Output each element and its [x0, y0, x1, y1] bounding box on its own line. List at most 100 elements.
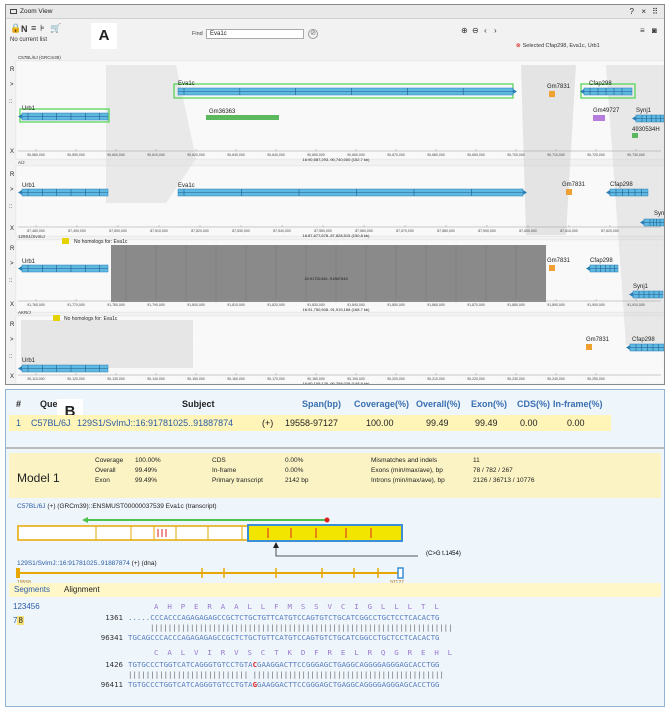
- dna-label: 129S1/SvImJ::16:91781025..91887874 (+) (…: [17, 560, 157, 567]
- gene-label-eva1c: Eva1c: [178, 81, 195, 87]
- axis-tick-label: 91,790,000: [147, 303, 165, 307]
- strain-label-3: AKR/J: [18, 310, 31, 315]
- gene-label-4930534h: 4930534H: [632, 127, 660, 133]
- mutation-pointer: [273, 542, 279, 548]
- axis-range-label: 16:90,587,293..90,740,000 (152.7 kb): [303, 157, 371, 162]
- axis-tick-label: 90,120,000: [67, 377, 85, 381]
- dna-start-pos: 19558: [17, 580, 31, 585]
- find-clear-icon[interactable]: ⊘: [308, 29, 318, 39]
- axis-tick-label: 90,190,000: [347, 377, 365, 381]
- axis-tick-label: 90,180,000: [307, 377, 325, 381]
- row-coverage: 100.00: [366, 418, 394, 428]
- axis-tick-label: 90,640,000: [267, 153, 285, 157]
- axis-range-label: 16:91,750,508..91,919,168 (168.7 kb): [303, 307, 371, 312]
- gene-label-aj-syn: Syn: [654, 211, 664, 217]
- stat-value: 100.00%: [135, 457, 161, 464]
- axis-tick-label: 91,770,000: [67, 303, 85, 307]
- seq-part: GAAGGACTTCCGGGAGCTGAGGCAGGGGAGGGAGCACCTG…: [257, 660, 440, 669]
- query-seq-1: .....CCCACCCAGAGAGAGCCGCTCTGCTGTTCATGTCC…: [128, 613, 440, 622]
- alignment-panel: # Query Subject Span(bp) Coverage(%) Ove…: [5, 389, 665, 707]
- gene-label-cfap298: Cfap298: [589, 81, 612, 87]
- dna-subject-link[interactable]: 129S1/SvImJ::16:91781025..91887874: [17, 560, 130, 567]
- table-row[interactable]: 1 C57BL/6J 129S1/SvImJ::16:91781025..918…: [9, 415, 611, 431]
- axis-tick-label: 87,580,000: [437, 229, 455, 233]
- help-icon[interactable]: ?: [629, 7, 634, 16]
- akr-cfap298-gene-arrow: [626, 345, 630, 350]
- close-icon[interactable]: ×: [641, 7, 646, 16]
- find-input[interactable]: Eva1c: [206, 29, 304, 39]
- axis-tick-label: 87,500,000: [109, 229, 127, 233]
- camera-icon[interactable]: ◙: [652, 26, 657, 35]
- col-coverage[interactable]: Coverage(%): [354, 399, 410, 409]
- transcript-diagram: (C>G t.1454): [17, 517, 461, 557]
- gene-label-akr-gm7831: Gm7831: [586, 337, 610, 343]
- list-icon[interactable]: ≡: [31, 23, 37, 33]
- col-span[interactable]: Span(bp): [302, 399, 341, 409]
- match-bars-1: ||||||||||||||||||||||||||||||||||||||||…: [150, 623, 453, 632]
- zoom-toolbar: 🔒 N ≡ ⊧ 🛒 No current list A Find Eva1c ⊘…: [6, 19, 664, 49]
- segment-numbers-row2[interactable]: 78: [13, 616, 24, 625]
- col-cds[interactable]: CDS(%): [517, 399, 550, 409]
- axis-tick-label: 90,140,000: [147, 377, 165, 381]
- pan-left-icon[interactable]: ‹: [484, 26, 487, 35]
- row-span: 19558-97127: [285, 418, 339, 428]
- side-x-label: X: [10, 226, 14, 232]
- tab-segments[interactable]: Segments: [14, 585, 51, 594]
- axis-tick-label: 91,830,000: [307, 303, 325, 307]
- strain-label-0: C57BL/6J (GRCm39): [18, 55, 61, 60]
- mismatch-base: G: [252, 680, 258, 689]
- highlight-exon: [247, 524, 403, 542]
- gene-label-gm36363: Gm36363: [209, 109, 236, 115]
- axis-tick-label: 91,870,000: [467, 303, 485, 307]
- stat-label: Overall: [95, 467, 116, 474]
- side-arrow-label: >: [10, 187, 14, 193]
- model-stats-col3: Mismatches and indels 11 Exons (min/max/a…: [371, 456, 631, 486]
- axis-tick-label: 90,250,000: [587, 377, 605, 381]
- col-overall[interactable]: Overall(%): [416, 399, 461, 409]
- sort-icon[interactable]: ≡: [640, 26, 645, 35]
- gene-label-s1-gm7831: Gm7831: [547, 258, 571, 264]
- model-summary: Model 1 Coverage 100.00% Overall 99.49% Ex…: [9, 453, 661, 498]
- stat-value: 0.00%: [285, 457, 304, 464]
- menu-dots-icon[interactable]: ⠿: [652, 7, 658, 16]
- axis-tick-label: 87,550,000: [314, 229, 332, 233]
- zoom-in-icon[interactable]: ⊕: [461, 26, 468, 35]
- align-icon[interactable]: ⊧: [40, 23, 45, 33]
- segment-numbers-row1[interactable]: 123456: [13, 602, 40, 611]
- axis-tick-label: 90,200,000: [387, 377, 405, 381]
- cart-icon[interactable]: 🛒: [50, 23, 62, 33]
- axis-tick-label: 87,530,000: [232, 229, 250, 233]
- axis-tick-label: 90,660,000: [347, 153, 365, 157]
- aa-translation-2: C A L V I R V S C T K D F R E L R Q G R …: [154, 648, 453, 657]
- akr-shade: [21, 320, 193, 368]
- row-query[interactable]: C57BL/6J: [31, 418, 71, 428]
- axis-tick-label: 87,590,000: [478, 229, 496, 233]
- pan-right-icon[interactable]: ›: [494, 26, 497, 35]
- lock-icon[interactable]: 🔒: [10, 23, 22, 33]
- query-pos-1: 1361: [105, 613, 123, 622]
- side-drag-label: ::: [9, 204, 13, 210]
- synteny-band: [521, 65, 576, 235]
- gene-label-s1-urb1: Urb1: [22, 259, 36, 265]
- results-header: # Query Subject Span(bp) Coverage(%) Ove…: [6, 390, 664, 412]
- n-icon[interactable]: N: [21, 24, 28, 34]
- col-inframe[interactable]: In-frame(%): [553, 399, 603, 409]
- axis-tick-label: 91,760,000: [27, 303, 45, 307]
- row-strand: (+): [262, 418, 274, 428]
- aj-urb1-gene-arrow: [18, 190, 22, 195]
- clear-selection-icon[interactable]: ⊗: [516, 43, 521, 49]
- axis-tick-label: 87,610,000: [560, 229, 578, 233]
- row-subject[interactable]: 129S1/SvImJ::16:91781025..91887874: [77, 418, 234, 428]
- axis-tick-label: 90,650,000: [307, 153, 325, 157]
- axis-range-label: 16:90,109,126..90,258,028 (148.9 kb): [303, 381, 371, 385]
- gm36363-gene: [206, 115, 279, 120]
- axis-tick-label: 90,590,000: [67, 153, 85, 157]
- akr-urb1-gene-arrow: [18, 366, 22, 371]
- zoom-out-icon[interactable]: ⊖: [472, 26, 479, 35]
- tab-alignment[interactable]: Alignment: [64, 585, 100, 594]
- window-titlebar: Zoom View ? × ⠿: [6, 5, 664, 19]
- transcript-strain-link[interactable]: C57BL/6J: [17, 503, 46, 510]
- col-exon[interactable]: Exon(%): [471, 399, 507, 409]
- axis-tick-label: 90,160,000: [227, 377, 245, 381]
- axis-tick-label: 90,210,000: [427, 377, 445, 381]
